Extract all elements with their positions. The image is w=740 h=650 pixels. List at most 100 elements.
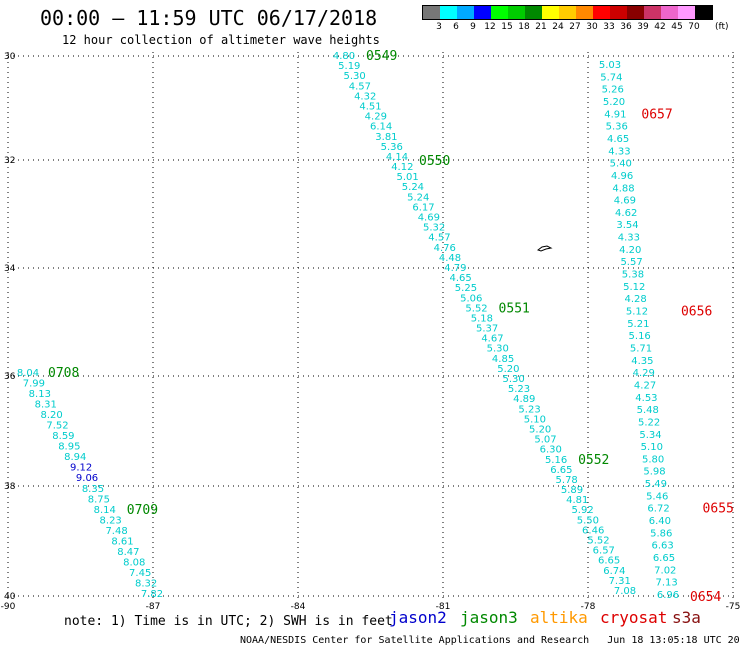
legend-swatch (474, 6, 491, 19)
wave-height-label: 5.23 (508, 384, 530, 395)
wave-height-label: 5.80 (642, 454, 664, 465)
wave-height-label: 5.01 (396, 172, 418, 183)
legend-swatch (525, 6, 542, 19)
wave-height-label: 5.20 (529, 424, 551, 435)
pass-time-label: 0654 (690, 590, 721, 605)
wave-height-label: 5.18 (471, 313, 493, 324)
wave-height-label: 4.28 (624, 294, 646, 305)
chart-title: 00:00 – 11:59 UTC 06/17/2018 (40, 6, 378, 30)
pass-time-label: 0709 (127, 503, 158, 518)
lat-tick-label: 40 (4, 592, 16, 602)
legend-swatch (695, 6, 712, 19)
lat-tick-label: 32 (4, 156, 15, 166)
legend-tick-label: 24 (552, 22, 564, 32)
wave-height-label: 5.52 (587, 536, 609, 547)
legend-tick-label: 36 (620, 22, 632, 32)
wave-height-label: 4.67 (481, 334, 503, 345)
wave-height-label: 8.31 (35, 400, 57, 411)
wave-height-label: 6.65 (550, 465, 572, 476)
wave-height-label: 5.12 (623, 282, 645, 293)
legend-unit: (ft) (715, 22, 729, 32)
pass-time-label: 0550 (419, 154, 450, 169)
wave-height-label: 5.36 (606, 122, 628, 133)
wave-height-label: 4.65 (450, 273, 472, 284)
legend-tick-label: 70 (688, 22, 700, 32)
wave-height-label: 6.30 (540, 445, 562, 456)
wave-height-label: 4.79 (444, 263, 466, 274)
wave-height-label: 4.57 (428, 233, 450, 244)
wave-height-label: 6.74 (603, 566, 625, 577)
pass-time-label: 0708 (48, 366, 79, 381)
wave-height-label: 8.13 (29, 389, 51, 400)
wave-height-label: 4.76 (434, 243, 456, 254)
legend-tick-label: 45 (671, 22, 683, 32)
legend-tick-label: 42 (654, 22, 666, 32)
wave-height-label: 3.81 (375, 132, 397, 143)
wave-height-label: 5.30 (487, 344, 509, 355)
wave-height-label: 4.12 (391, 162, 413, 173)
wave-height-label: 8.47 (117, 547, 139, 558)
wave-height-label: 4.51 (359, 101, 381, 112)
wave-height-label: 5.36 (381, 142, 403, 153)
satellite-legend-altika: altika (530, 608, 588, 627)
wave-height-label: 4.20 (619, 245, 641, 256)
wave-height-label: 4.80 (333, 51, 355, 62)
wave-height-label: 6.96 (657, 590, 679, 601)
wave-height-label: 8.35 (82, 484, 104, 495)
wave-height-label: 5.49 (645, 479, 667, 490)
satellite-legend-s3a: s3a (672, 608, 701, 627)
wave-height-label: 5.24 (407, 192, 429, 203)
wave-height-label: 7.08 (614, 586, 636, 597)
lon-tick-label: -78 (581, 602, 596, 612)
footer-note: note: 1) Time is in UTC; 2) SWH is in fe… (64, 614, 393, 629)
wave-height-label: 6.40 (649, 516, 671, 527)
wave-height-label: 5.78 (556, 475, 578, 486)
wave-height-label: 4.62 (615, 208, 637, 219)
wave-height-label: 6.46 (582, 525, 604, 536)
wave-height-label: 5.06 (460, 293, 482, 304)
wave-height-label: 5.46 (646, 491, 668, 502)
legend-swatch (542, 6, 559, 19)
legend-tick-label: 27 (569, 22, 581, 32)
lon-tick-label: -81 (436, 602, 451, 612)
wave-height-label: 5.10 (524, 414, 546, 425)
wave-height-label: 4.69 (614, 196, 636, 207)
lon-tick-label: -90 (1, 602, 16, 612)
color-legend: 3 6 9 12 15 18 21 24 27 30 33 36 39 42 45 70 (ft) (422, 5, 729, 34)
wave-height-label: 5.89 (561, 485, 583, 496)
wave-height-label: 8.04 (17, 368, 39, 379)
satellite-track: 5.035.745.265.204.915.364.654.335.404.96… (599, 60, 734, 605)
wave-height-label: 4.29 (633, 368, 655, 379)
wave-height-label: 4.81 (566, 495, 588, 506)
pass-time-label: 0552 (578, 453, 609, 468)
wave-height-label: 7.99 (23, 379, 45, 390)
wave-height-label: 8.23 (100, 515, 122, 526)
legend-labels: 3 6 9 12 15 18 21 24 27 30 33 36 39 42 45 70 (ft) (422, 20, 728, 34)
wave-height-label: 8.59 (52, 431, 74, 442)
legend-swatch (576, 6, 593, 19)
wave-height-label: 4.32 (354, 91, 376, 102)
wave-height-label: 7.45 (129, 568, 151, 579)
legend-swatch (457, 6, 474, 19)
satellite-legend-cryosat: cryosat (600, 608, 668, 627)
legend-swatch (644, 6, 661, 19)
wave-height-label: 5.30 (503, 374, 525, 385)
wave-height-label: 9.06 (76, 473, 98, 484)
chart-subtitle: 12 hour collection of altimeter wave hei… (62, 33, 380, 47)
lon-tick-label: -75 (726, 602, 740, 612)
wave-height-label: 5.40 (610, 159, 632, 170)
wave-height-label: 7.13 (656, 578, 678, 589)
wave-height-label: 5.26 (602, 85, 624, 96)
wave-height-label: 5.16 (629, 331, 651, 342)
wave-height-label: 5.22 (638, 417, 660, 428)
wave-height-label: 4.96 (611, 171, 633, 182)
footer-credit: NOAA/NESDIS Center for Satellite Applica… (240, 635, 740, 646)
legend-swatch (508, 6, 525, 19)
wave-height-label: 5.03 (599, 60, 621, 71)
wave-height-label: 5.07 (534, 435, 556, 446)
wave-height-label: 4.48 (439, 253, 461, 264)
lat-tick-label: 36 (4, 372, 16, 382)
wave-height-label: 8.08 (123, 557, 145, 568)
wave-height-label: 4.91 (604, 109, 626, 120)
legend-swatch (440, 6, 457, 19)
